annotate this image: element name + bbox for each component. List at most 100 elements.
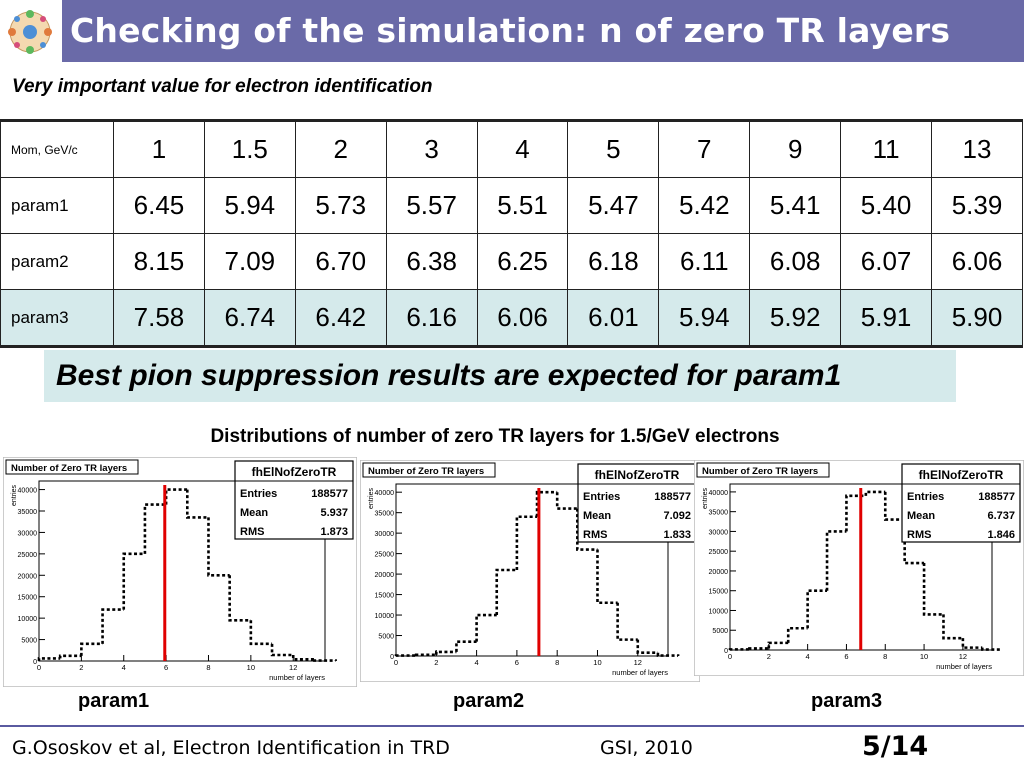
table-cell: 6.18 bbox=[568, 234, 659, 290]
footer-venue: GSI, 2010 bbox=[600, 737, 693, 759]
table-cell: 6.06 bbox=[477, 290, 568, 347]
x-tick-label: 12 bbox=[634, 658, 642, 667]
y-axis-label: entries bbox=[702, 488, 709, 510]
table-row: param1 6.45 5.94 5.73 5.57 5.51 5.47 5.4… bbox=[1, 178, 1023, 234]
x-tick-label: 10 bbox=[593, 658, 601, 667]
stats-label: Entries bbox=[583, 491, 620, 503]
plot-caption-param2: param2 bbox=[453, 690, 524, 713]
x-tick-label: 0 bbox=[394, 658, 398, 667]
table-cell: 5.51 bbox=[477, 178, 568, 234]
y-tick-label: 20000 bbox=[709, 569, 729, 576]
y-tick-label: 15000 bbox=[375, 593, 395, 600]
table-row: param2 8.15 7.09 6.70 6.38 6.25 6.18 6.1… bbox=[1, 234, 1023, 290]
x-tick-label: 4 bbox=[475, 658, 479, 667]
stats-value: 1.846 bbox=[987, 529, 1015, 541]
stats-value: 1.873 bbox=[320, 526, 348, 538]
footer: G.Ososkov et al, Electron Identification… bbox=[0, 725, 1024, 770]
y-tick-label: 20000 bbox=[375, 572, 395, 579]
stats-label: Mean bbox=[240, 507, 268, 519]
table-cell: 6.06 bbox=[932, 234, 1023, 290]
table-cell: 6.42 bbox=[295, 290, 386, 347]
stats-label: Entries bbox=[240, 488, 277, 500]
footer-author: G.Ososkov et al, Electron Identification… bbox=[12, 737, 450, 759]
stats-label: RMS bbox=[240, 526, 264, 538]
stats-value: 1.833 bbox=[663, 529, 691, 541]
table-header-label: Mom, GeV/c bbox=[1, 121, 114, 178]
x-tick-label: 0 bbox=[728, 652, 732, 661]
table-cell: 1.5 bbox=[204, 121, 295, 178]
table-cell: 6.08 bbox=[750, 234, 841, 290]
x-tick-label: 2 bbox=[79, 663, 83, 672]
table-cell: 8.15 bbox=[114, 234, 205, 290]
stats-name: fhElNofZeroTR bbox=[595, 468, 680, 482]
x-axis-label: number of layers bbox=[936, 662, 992, 671]
stats-label: Mean bbox=[907, 510, 935, 522]
x-axis-label: number of layers bbox=[612, 668, 668, 677]
y-tick-label: 15000 bbox=[709, 589, 729, 596]
callout-text: Best pion suppression results are expect… bbox=[44, 350, 956, 402]
x-tick-label: 12 bbox=[289, 663, 297, 672]
table-cell: 5.42 bbox=[659, 178, 750, 234]
stats-name: fhElNofZeroTR bbox=[252, 465, 337, 479]
y-tick-label: 25000 bbox=[375, 552, 395, 559]
stats-label: RMS bbox=[907, 529, 931, 541]
histogram-title: Number of Zero TR layers bbox=[11, 463, 127, 474]
table-cell: 6.70 bbox=[295, 234, 386, 290]
table-cell: 6.45 bbox=[114, 178, 205, 234]
table-cell: 5 bbox=[568, 121, 659, 178]
stats-label: Entries bbox=[907, 491, 944, 503]
y-tick-label: 10000 bbox=[375, 613, 395, 620]
histogram-svg: Number of Zero TR layers0500010000150002… bbox=[3, 457, 357, 687]
table-cell: 5.39 bbox=[932, 178, 1023, 234]
table-cell: 5.94 bbox=[659, 290, 750, 347]
x-tick-label: 4 bbox=[806, 652, 810, 661]
y-tick-label: 25000 bbox=[709, 549, 729, 556]
row-label: param1 bbox=[1, 178, 114, 234]
x-tick-label: 10 bbox=[247, 663, 255, 672]
histogram-title: Number of Zero TR layers bbox=[368, 466, 484, 477]
y-tick-label: 30000 bbox=[375, 531, 395, 538]
table-cell: 11 bbox=[841, 121, 932, 178]
x-tick-label: 10 bbox=[920, 652, 928, 661]
x-axis-label: number of layers bbox=[269, 673, 325, 682]
table-cell: 7.09 bbox=[204, 234, 295, 290]
subtitle: Very important value for electron identi… bbox=[12, 76, 433, 98]
table-cell: 6.74 bbox=[204, 290, 295, 347]
stats-name: fhElNofZeroTR bbox=[919, 468, 1004, 482]
y-axis-label: entries bbox=[11, 485, 18, 507]
stats-value: 188577 bbox=[978, 491, 1015, 503]
y-tick-label: 30000 bbox=[709, 529, 729, 536]
y-tick-label: 5000 bbox=[21, 638, 37, 645]
row-label: param2 bbox=[1, 234, 114, 290]
logo-icon bbox=[2, 4, 58, 60]
table-cell: 5.73 bbox=[295, 178, 386, 234]
y-tick-label: 5000 bbox=[712, 628, 728, 635]
y-tick-label: 40000 bbox=[709, 490, 729, 497]
table-cell: 1 bbox=[114, 121, 205, 178]
x-tick-label: 0 bbox=[37, 663, 41, 672]
stats-value: 5.937 bbox=[320, 507, 348, 519]
plot-caption-param3: param3 bbox=[811, 690, 882, 713]
y-tick-label: 40000 bbox=[18, 488, 38, 495]
page-number: 5/14 bbox=[862, 731, 928, 762]
y-tick-label: 35000 bbox=[18, 509, 38, 516]
x-tick-label: 6 bbox=[515, 658, 519, 667]
table-cell: 5.94 bbox=[204, 178, 295, 234]
table-cell: 6.25 bbox=[477, 234, 568, 290]
table-cell: 3 bbox=[386, 121, 477, 178]
y-tick-label: 15000 bbox=[18, 595, 38, 602]
x-tick-label: 6 bbox=[164, 663, 168, 672]
y-tick-label: 25000 bbox=[18, 552, 38, 559]
table-cell: 5.47 bbox=[568, 178, 659, 234]
stats-value: 7.092 bbox=[663, 510, 691, 522]
table-cell: 2 bbox=[295, 121, 386, 178]
table-cell: 4 bbox=[477, 121, 568, 178]
table-cell: 9 bbox=[750, 121, 841, 178]
title-bar: Checking of the simulation: n of zero TR… bbox=[62, 0, 1024, 62]
histogram-svg: Number of Zero TR layers0500010000150002… bbox=[694, 460, 1024, 676]
x-tick-label: 6 bbox=[844, 652, 848, 661]
